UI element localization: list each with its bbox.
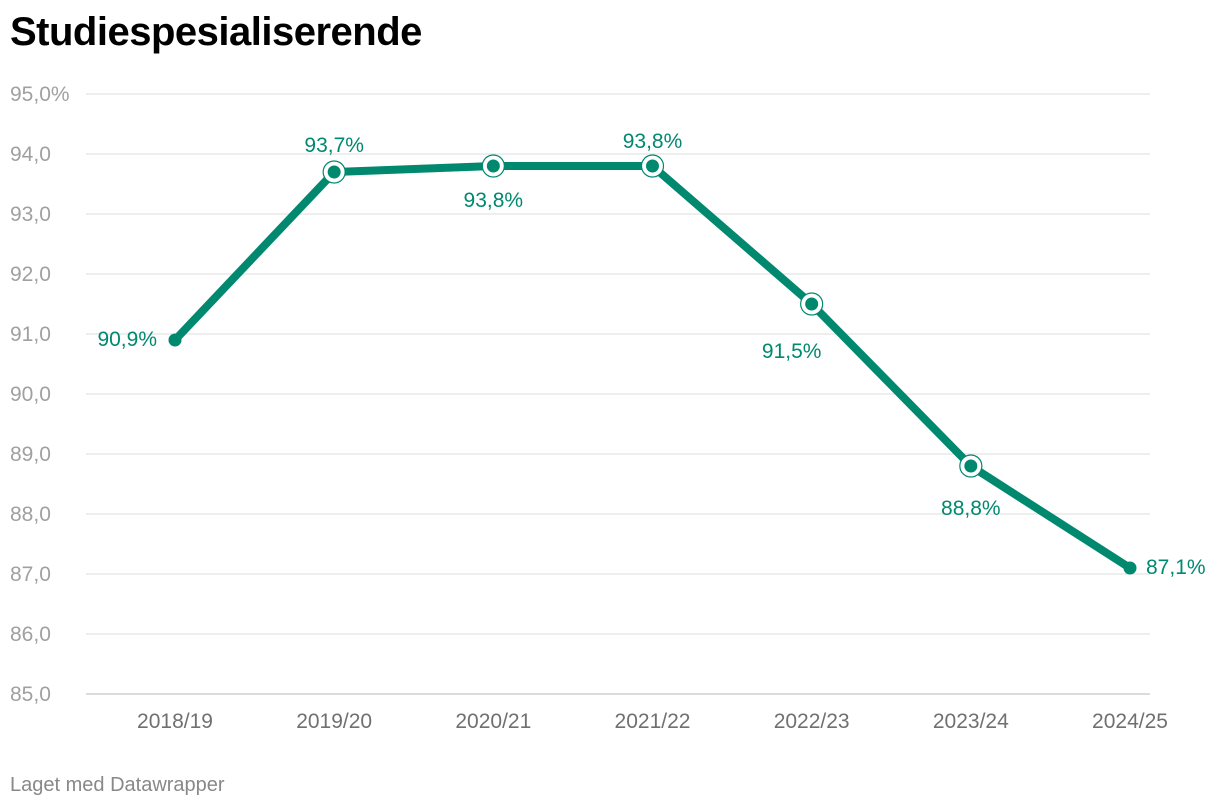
- y-tick-label: 89,0: [10, 443, 51, 466]
- x-axis: 2018/19 2019/20 2020/21 2021/22 2022/23 2023/…: [137, 710, 1168, 733]
- y-tick-label: 85,0: [10, 683, 51, 706]
- data-point: [327, 165, 341, 179]
- data-point: [168, 333, 182, 347]
- y-tick-label: 93,0: [10, 203, 51, 226]
- x-tick-label: 2021/22: [615, 710, 691, 733]
- x-tick-label: 2020/21: [455, 710, 531, 733]
- data-label: 90,9%: [97, 328, 157, 351]
- data-label: 93,8%: [464, 189, 524, 212]
- y-tick-label: 94,0: [10, 143, 51, 166]
- y-axis: 85,0 86,0 87,0 88,0 89,0 90,0 91,0 92,0 93,0 94,0…: [10, 83, 70, 706]
- chart-title: Studiespesialiserende: [10, 10, 422, 54]
- data-label: 91,5%: [762, 340, 822, 363]
- data-point: [964, 459, 978, 473]
- x-tick-label: 2018/19: [137, 710, 213, 733]
- data-label: 87,1%: [1146, 556, 1206, 579]
- y-tick-label: 86,0: [10, 623, 51, 646]
- x-tick-label: 2019/20: [296, 710, 372, 733]
- data-label: 93,8%: [623, 130, 683, 153]
- y-tick-label: 95,0%: [10, 83, 70, 106]
- footer-credit: Laget med Datawrapper: [10, 774, 225, 796]
- y-tick-label: 90,0: [10, 383, 51, 406]
- data-point: [805, 297, 819, 311]
- data-point: [646, 159, 659, 173]
- data-point: [486, 159, 500, 173]
- x-tick-label: 2023/24: [933, 710, 1009, 733]
- y-tick-label: 91,0: [10, 323, 51, 346]
- y-tick-label: 92,0: [10, 263, 51, 286]
- gridlines: [86, 93, 1150, 695]
- data-points: [168, 154, 1137, 575]
- x-tick-label: 2022/23: [774, 710, 850, 733]
- data-label: 88,8%: [941, 497, 1001, 520]
- x-tick-label: 2024/25: [1092, 710, 1168, 733]
- y-tick-label: 87,0: [10, 563, 51, 586]
- y-tick-label: 88,0: [10, 503, 51, 526]
- data-labels: 90,9% 93,7% 93,8% 93,8% 91,5% 88,8% 87,1%: [97, 130, 1205, 579]
- data-label: 93,7%: [304, 134, 364, 157]
- data-point: [1123, 561, 1137, 575]
